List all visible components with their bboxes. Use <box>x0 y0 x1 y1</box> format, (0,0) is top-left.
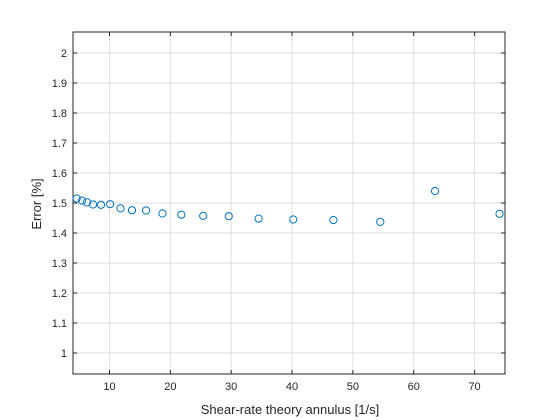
data-point <box>224 212 233 221</box>
x-tick-label: 60 <box>408 381 420 393</box>
data-point <box>376 217 385 226</box>
y-tick-label: 1.3 <box>52 258 67 270</box>
data-point <box>72 194 81 203</box>
data-point <box>177 210 186 219</box>
data-point <box>254 214 263 223</box>
x-tick-label: 40 <box>286 381 298 393</box>
data-point <box>96 200 106 209</box>
data-point <box>127 206 137 215</box>
x-tick-label: 10 <box>103 381 115 393</box>
y-tick-label: 1.5 <box>52 198 67 210</box>
axes <box>72 31 506 375</box>
y-tick-label: 1.9 <box>52 78 67 90</box>
data-points <box>72 186 504 226</box>
y-tick-label: 1.4 <box>52 228 67 240</box>
y-tick-label: 1.7 <box>52 138 67 150</box>
data-point <box>289 215 298 224</box>
data-point <box>329 216 338 225</box>
y-axis-label: Error [%] <box>29 178 44 229</box>
data-point <box>158 209 167 218</box>
data-point <box>82 198 92 207</box>
x-axis-label: Shear-rate theory annulus [1/s] <box>201 402 380 417</box>
data-point <box>430 186 440 196</box>
y-tick-label: 1 <box>61 348 67 360</box>
x-tick-label: 50 <box>347 381 359 393</box>
y-tick-label: 1.1 <box>52 318 67 330</box>
y-tick-label: 1.8 <box>52 108 67 120</box>
tick-labels: 10 20 30 40 50 60 70 1 1.1 1.2 1.3 1.4 1.5 1.6 1.7 1.8 1… <box>52 48 481 393</box>
data-point <box>495 209 504 218</box>
data-point <box>199 211 208 220</box>
y-tick-label: 1.2 <box>52 288 67 300</box>
data-point <box>141 206 151 215</box>
y-tick-label: 2 <box>61 48 67 60</box>
x-tick-label: 30 <box>225 381 237 393</box>
data-point <box>106 200 115 209</box>
y-tick-label: 1.6 <box>52 168 67 180</box>
data-point <box>78 196 87 205</box>
x-tick-label: 70 <box>468 381 480 393</box>
grid-lines <box>73 32 505 374</box>
data-point <box>88 200 98 209</box>
x-tick-label: 20 <box>164 381 176 393</box>
data-point <box>116 204 125 213</box>
